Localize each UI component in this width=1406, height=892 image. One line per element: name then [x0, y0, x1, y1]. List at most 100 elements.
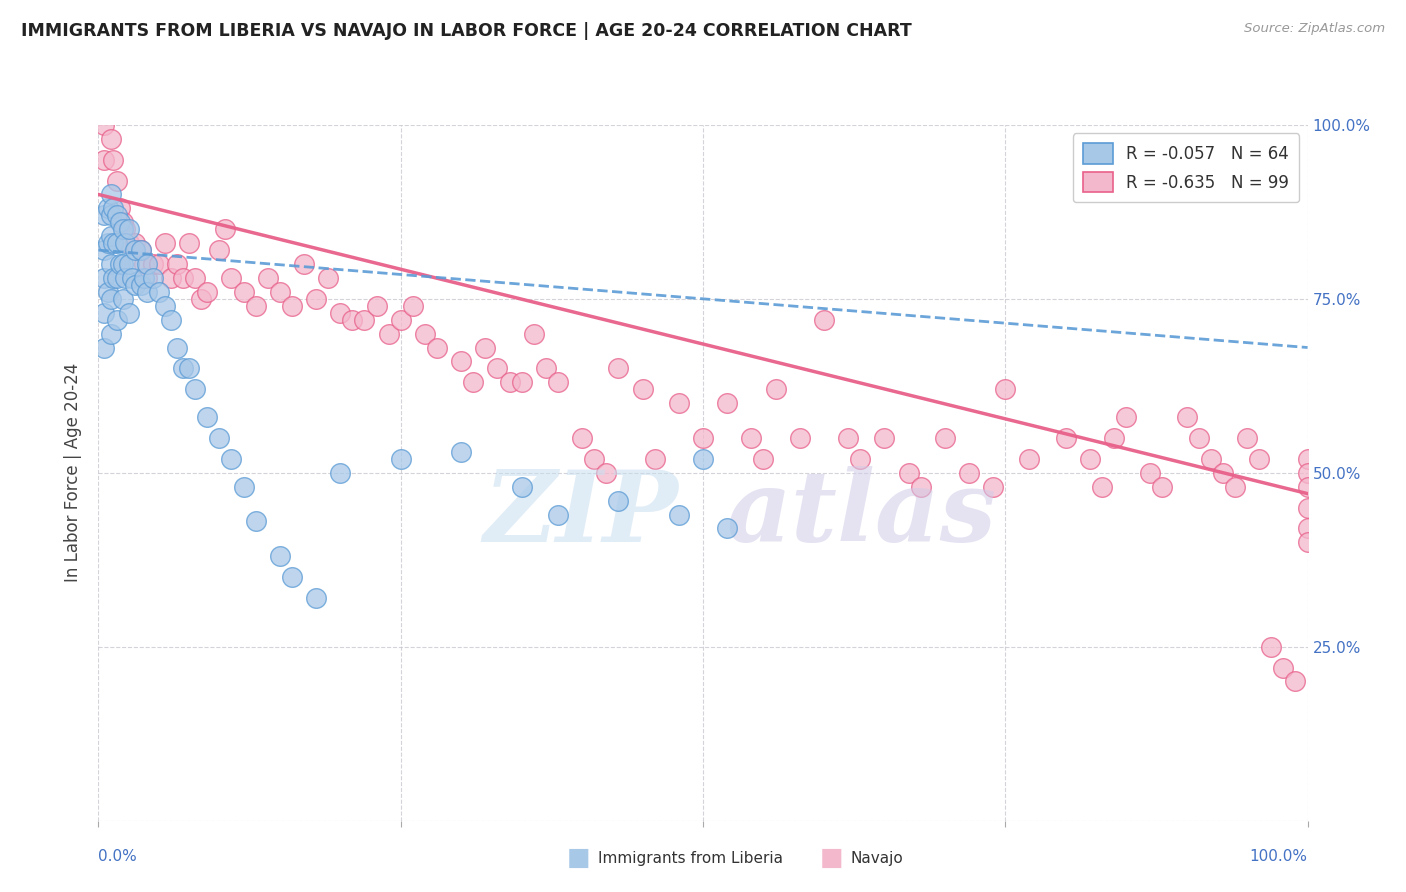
Point — [1018, 451, 1040, 466]
Point — [716, 521, 738, 535]
Point — [111, 292, 134, 306]
Point — [118, 236, 141, 251]
Point — [692, 431, 714, 445]
Point — [142, 257, 165, 271]
Point — [172, 361, 194, 376]
Point — [316, 271, 339, 285]
Point — [148, 285, 170, 299]
Text: ZIP: ZIP — [484, 467, 679, 563]
Point — [281, 299, 304, 313]
Point — [114, 271, 136, 285]
Point — [93, 243, 115, 257]
Point — [190, 292, 212, 306]
Point — [934, 431, 956, 445]
Text: IMMIGRANTS FROM LIBERIA VS NAVAJO IN LABOR FORCE | AGE 20-24 CORRELATION CHART: IMMIGRANTS FROM LIBERIA VS NAVAJO IN LAB… — [21, 22, 912, 40]
Point — [269, 285, 291, 299]
Point — [105, 208, 128, 222]
Point — [377, 326, 399, 341]
Point — [105, 312, 128, 326]
Point — [124, 236, 146, 251]
Point — [450, 354, 472, 368]
Point — [1296, 480, 1319, 494]
Point — [93, 306, 115, 320]
Point — [547, 376, 569, 390]
Text: 0.0%: 0.0% — [98, 849, 138, 863]
Point — [668, 508, 690, 522]
Point — [153, 236, 176, 251]
Point — [93, 118, 115, 132]
Point — [463, 376, 485, 390]
Point — [849, 451, 872, 466]
Point — [101, 271, 124, 285]
Point — [752, 451, 775, 466]
Point — [1223, 480, 1246, 494]
Point — [716, 396, 738, 410]
Point — [981, 480, 1004, 494]
Point — [129, 277, 152, 292]
Point — [214, 222, 236, 236]
Point — [426, 341, 449, 355]
Point — [1102, 431, 1125, 445]
Point — [100, 326, 122, 341]
Point — [595, 466, 617, 480]
Point — [873, 431, 896, 445]
Point — [1296, 466, 1319, 480]
Point — [124, 277, 146, 292]
Point — [118, 257, 141, 271]
Point — [510, 376, 533, 390]
Point — [523, 326, 546, 341]
Point — [232, 285, 254, 299]
Text: 100.0%: 100.0% — [1250, 849, 1308, 863]
Point — [305, 591, 328, 605]
Point — [789, 431, 811, 445]
Point — [105, 271, 128, 285]
Point — [510, 480, 533, 494]
Point — [1054, 431, 1077, 445]
Point — [166, 257, 188, 271]
Point — [1296, 500, 1319, 515]
Point — [195, 410, 218, 425]
Point — [101, 236, 124, 251]
Point — [135, 285, 157, 299]
Point — [148, 257, 170, 271]
Point — [1296, 451, 1319, 466]
Point — [607, 361, 630, 376]
Text: atlas: atlas — [727, 467, 997, 563]
Point — [450, 445, 472, 459]
Point — [353, 312, 375, 326]
Point — [329, 466, 352, 480]
Point — [100, 257, 122, 271]
Point — [111, 257, 134, 271]
Point — [957, 466, 980, 480]
Point — [114, 222, 136, 236]
Point — [389, 312, 412, 326]
Point — [184, 271, 207, 285]
Point — [97, 285, 120, 299]
Point — [101, 153, 124, 167]
Point — [195, 285, 218, 299]
Point — [813, 312, 835, 326]
Point — [1284, 674, 1306, 689]
Point — [1296, 535, 1319, 549]
Point — [208, 431, 231, 445]
Point — [413, 326, 436, 341]
Point — [129, 243, 152, 257]
Point — [221, 271, 243, 285]
Point — [179, 236, 201, 251]
Point — [1212, 466, 1234, 480]
Point — [547, 508, 569, 522]
Point — [366, 299, 388, 313]
Point — [910, 480, 932, 494]
Point — [269, 549, 291, 564]
Point — [1249, 451, 1271, 466]
Point — [124, 243, 146, 257]
Point — [1078, 451, 1101, 466]
Point — [135, 257, 157, 271]
Legend: R = -0.057   N = 64, R = -0.635   N = 99: R = -0.057 N = 64, R = -0.635 N = 99 — [1073, 133, 1299, 202]
Y-axis label: In Labor Force | Age 20-24: In Labor Force | Age 20-24 — [65, 363, 83, 582]
Point — [118, 222, 141, 236]
Point — [93, 153, 115, 167]
Point — [837, 431, 859, 445]
Point — [100, 187, 122, 202]
Point — [153, 299, 176, 313]
